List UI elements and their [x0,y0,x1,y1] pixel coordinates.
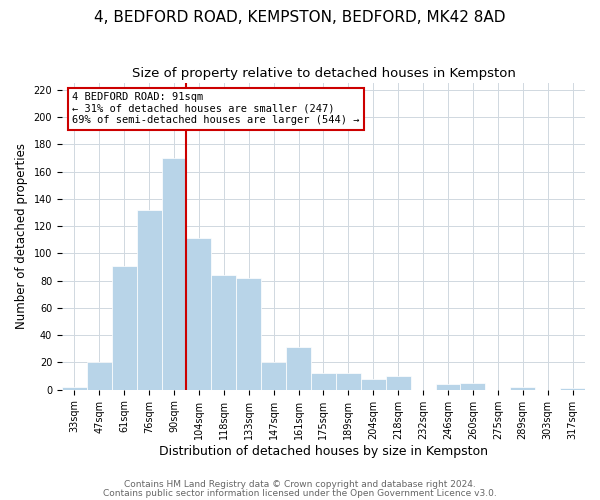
Bar [187,238,211,390]
Text: Contains public sector information licensed under the Open Government Licence v3: Contains public sector information licen… [103,488,497,498]
X-axis label: Distribution of detached houses by size in Kempston: Distribution of detached houses by size … [159,444,488,458]
Y-axis label: Number of detached properties: Number of detached properties [15,144,28,330]
Bar [261,362,286,390]
Text: 4 BEDFORD ROAD: 91sqm
← 31% of detached houses are smaller (247)
69% of semi-det: 4 BEDFORD ROAD: 91sqm ← 31% of detached … [73,92,360,126]
Bar [311,374,336,390]
Bar [436,384,460,390]
Bar [460,383,485,390]
Text: 4, BEDFORD ROAD, KEMPSTON, BEDFORD, MK42 8AD: 4, BEDFORD ROAD, KEMPSTON, BEDFORD, MK42… [94,10,506,25]
Bar [361,379,386,390]
Bar [112,266,137,390]
Bar [62,387,87,390]
Text: Contains HM Land Registry data © Crown copyright and database right 2024.: Contains HM Land Registry data © Crown c… [124,480,476,489]
Title: Size of property relative to detached houses in Kempston: Size of property relative to detached ho… [131,68,515,80]
Bar [137,210,161,390]
Bar [87,362,112,390]
Bar [286,348,311,390]
Bar [386,376,410,390]
Bar [161,158,187,390]
Bar [560,388,585,390]
Bar [336,374,361,390]
Bar [236,278,261,390]
Bar [510,387,535,390]
Bar [211,275,236,390]
